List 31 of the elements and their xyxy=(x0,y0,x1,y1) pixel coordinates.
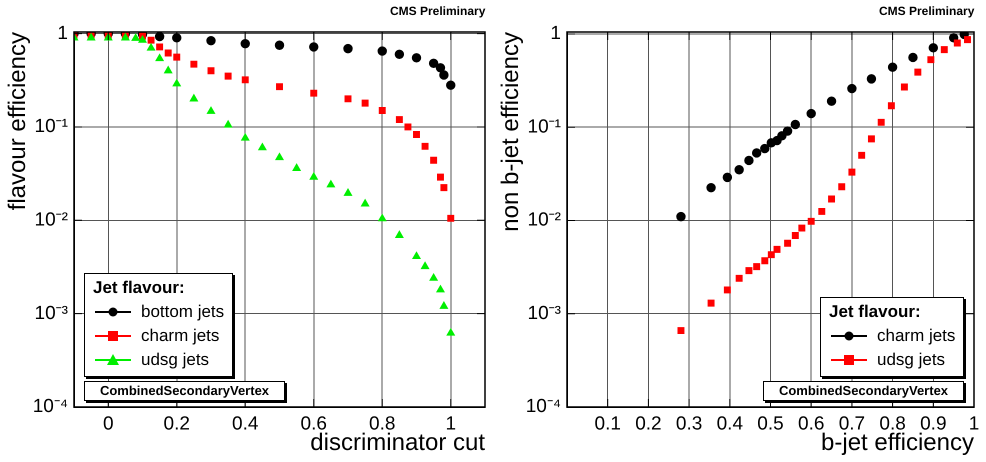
legend-label: bottom jets xyxy=(141,302,224,322)
y-tick-label: 10⁻¹ xyxy=(34,116,68,138)
y-tick-label: 1 xyxy=(57,22,68,44)
chart-title: CMS Preliminary xyxy=(390,4,486,18)
x-tick-label: 0.3 xyxy=(676,414,702,435)
y-tick-label: 10⁻² xyxy=(34,210,68,231)
annotation: CombinedSecondaryVertex xyxy=(84,381,285,401)
x-tick-label: 0.4 xyxy=(716,414,744,435)
legend-label: charm jets xyxy=(877,326,956,346)
y-tick-label: 10⁻¹ xyxy=(528,116,561,138)
legend-label: udsg jets xyxy=(877,350,946,370)
legend-label: charm jets xyxy=(141,326,220,346)
y-tick-label: 10⁻⁴ xyxy=(32,396,68,418)
legend-title: Jet flavour: xyxy=(93,278,186,298)
legend-label: udsg jets xyxy=(141,350,210,370)
y-tick-label: 1 xyxy=(550,23,561,44)
legend-title: Jet flavour: xyxy=(829,302,922,322)
x-tick-label: 0 xyxy=(102,414,114,435)
y-axis-title: flavour efficiency xyxy=(4,32,32,210)
chart-title: CMS Preliminary xyxy=(879,4,974,18)
x-tick-label: 0.4 xyxy=(232,414,259,435)
y-tick-label: 10⁻² xyxy=(528,210,561,231)
x-tick-label: 0.1 xyxy=(594,414,621,435)
x-tick-label: 0.2 xyxy=(164,414,190,435)
y-tick-label: 10⁻³ xyxy=(528,302,561,324)
y-tick-label: 10⁻⁴ xyxy=(526,396,561,418)
annotation: CombinedSecondaryVertex xyxy=(763,381,964,401)
x-tick-label: 0.2 xyxy=(635,414,662,435)
x-tick-label: 0.5 xyxy=(757,414,784,435)
y-tick-label: 10⁻³ xyxy=(34,302,68,324)
y-axis-title: non b-jet efficiency xyxy=(497,32,524,232)
